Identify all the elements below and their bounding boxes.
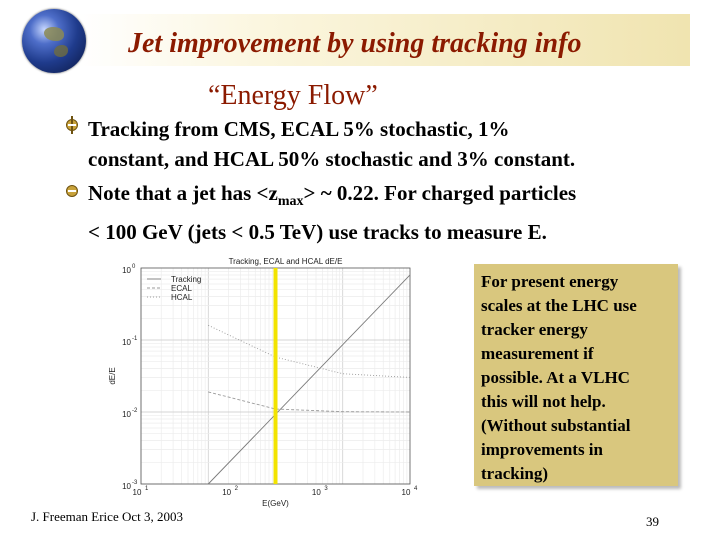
x-tick-label: 10 (222, 488, 231, 497)
y-tick-label: 10 (122, 410, 131, 419)
series-line-ecal (208, 392, 410, 412)
y-tick-exponent: -3 (132, 480, 138, 486)
x-tick-exponent: 2 (235, 486, 239, 492)
y-tick-label: 10 (122, 338, 131, 347)
info-box: For present energy scales at the LHC use… (474, 264, 678, 486)
y-tick-label: 10 (122, 266, 131, 275)
chart-title: Tracking, ECAL and HCAL dE/E (229, 257, 343, 266)
x-tick-exponent: 3 (324, 486, 328, 492)
x-tick-label: 10 (312, 488, 321, 497)
x-tick-exponent: 1 (145, 486, 149, 492)
footer-author-date: J. Freeman Erice Oct 3, 2003 (31, 509, 183, 525)
x-tick-label: 10 (402, 488, 411, 497)
info-box-text: For present energy scales at the LHC use… (481, 270, 678, 486)
legend-label: ECAL (171, 284, 192, 293)
x-tick-exponent: 4 (414, 486, 418, 492)
y-tick-exponent: -1 (132, 336, 138, 342)
highlight-line (274, 268, 278, 484)
y-tick-label: 10 (122, 482, 131, 491)
y-tick-exponent: 0 (132, 264, 136, 270)
y-tick-exponent: -2 (132, 408, 138, 414)
x-axis-label: E(GeV) (262, 499, 289, 508)
page-number: 39 (646, 514, 659, 530)
x-tick-label: 10 (133, 488, 142, 497)
legend-label: HCAL (171, 293, 193, 302)
y-axis-label: dE/E (108, 367, 117, 384)
series-line-tracking (208, 275, 410, 484)
legend-label: Tracking (171, 275, 201, 284)
